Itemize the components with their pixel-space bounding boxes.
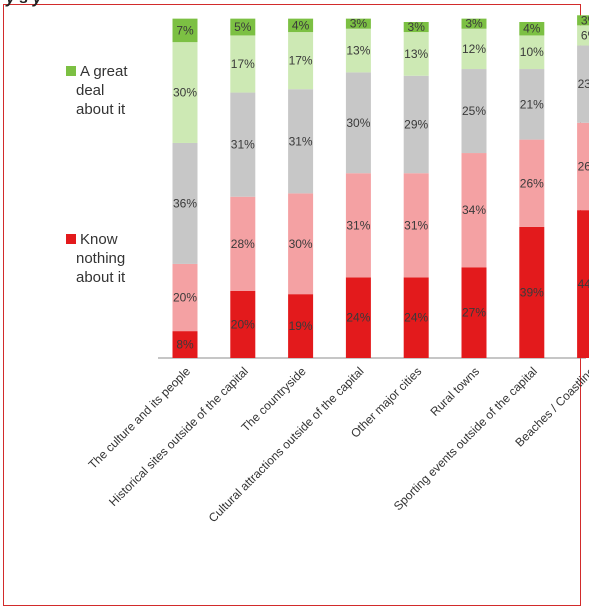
- data-label: 13%: [404, 47, 428, 61]
- data-label: 24%: [346, 311, 370, 325]
- data-label: 10%: [520, 45, 544, 59]
- x-tick-label: Rural towns: [427, 364, 482, 419]
- legend-swatch: [66, 234, 76, 244]
- bar-segment: [172, 263, 198, 332]
- bar-segment: [230, 290, 256, 358]
- legend-swatch: [66, 66, 76, 76]
- bar-segment: [172, 18, 198, 43]
- bar-segment: [577, 15, 589, 26]
- data-label: 31%: [231, 138, 255, 152]
- data-label: 30%: [346, 116, 370, 130]
- bar-segment: [230, 35, 256, 93]
- bar-segment: [461, 267, 487, 358]
- data-label: 27%: [462, 306, 486, 320]
- bar-segment: [345, 72, 371, 174]
- data-label: 31%: [289, 134, 313, 148]
- bar-segment: [461, 18, 487, 29]
- bar-segment: [288, 32, 314, 90]
- data-label: 20%: [231, 317, 255, 331]
- bar-segment: [230, 196, 256, 291]
- data-label: 5%: [234, 20, 252, 34]
- bar-segment: [172, 142, 198, 264]
- bar-segment: [577, 122, 589, 211]
- legend-label: nothing: [76, 250, 125, 267]
- bar-segment: [519, 22, 545, 36]
- bar-segment: [345, 277, 371, 358]
- chart-title-fragment: y s y: [6, 0, 42, 8]
- data-label: 36%: [173, 196, 197, 210]
- data-label: 24%: [404, 311, 428, 325]
- data-label: 13%: [346, 44, 370, 58]
- data-label: 8%: [176, 338, 194, 352]
- bar-segment: [230, 92, 256, 197]
- bar-segment: [461, 153, 487, 268]
- bar-segment: [345, 173, 371, 278]
- data-label: 3%: [408, 20, 426, 34]
- data-label: 34%: [462, 203, 486, 217]
- data-label: 6%: [581, 28, 589, 42]
- data-label: 23%: [578, 77, 589, 91]
- legend-label: Know: [80, 231, 118, 248]
- data-label: 3%: [465, 17, 483, 31]
- data-label: 4%: [523, 22, 541, 36]
- data-label: 20%: [173, 291, 197, 305]
- bar-segment: [461, 69, 487, 154]
- bar-segment: [519, 35, 545, 70]
- bar-segment: [230, 18, 256, 36]
- data-label: 26%: [578, 159, 589, 173]
- data-label: 21%: [520, 97, 544, 111]
- bar-segment: [288, 294, 314, 358]
- bar-segment: [519, 139, 545, 227]
- bar-segment: [345, 18, 371, 29]
- bar-segment: [288, 18, 314, 33]
- data-label: 19%: [289, 319, 313, 333]
- bars-group: [172, 15, 589, 358]
- data-label: 31%: [404, 218, 428, 232]
- data-label: 30%: [289, 237, 313, 251]
- legend-label: about it: [76, 269, 126, 286]
- bar-segment: [403, 173, 429, 278]
- bar-segment: [577, 45, 589, 123]
- legend-label: A great: [80, 63, 128, 80]
- bar-segment: [403, 277, 429, 358]
- bar-segment: [345, 28, 371, 73]
- data-label: 25%: [462, 104, 486, 118]
- bar-segment: [172, 331, 198, 358]
- data-label: 3%: [581, 13, 589, 27]
- data-label: 28%: [231, 237, 255, 251]
- legend-label: about it: [76, 101, 126, 118]
- data-label: 17%: [231, 57, 255, 71]
- data-label: 31%: [346, 218, 370, 232]
- bar-segment: [577, 210, 589, 358]
- legend: A great deal about it Know nothing about it: [66, 63, 128, 286]
- bar-segment: [519, 69, 545, 140]
- data-label: 3%: [350, 17, 368, 31]
- data-label: 17%: [289, 54, 313, 68]
- data-labels-group: 8% 20% 36% 30% 7% 20% 28% 31% 17% 5% 19% 30% 31% 17% 4…: [173, 13, 589, 351]
- bar-segment: [403, 32, 429, 76]
- data-label: 12%: [462, 42, 486, 56]
- bar-segment: [172, 42, 198, 143]
- bar-segment: [461, 28, 487, 70]
- data-label: 39%: [520, 285, 544, 299]
- bar-segment: [519, 226, 545, 358]
- data-label: 4%: [292, 18, 310, 32]
- data-label: 30%: [173, 86, 197, 100]
- legend-label: deal: [76, 82, 104, 99]
- data-label: 26%: [520, 176, 544, 190]
- data-label: 29%: [404, 117, 428, 131]
- x-tick-label: The culture and its people: [86, 364, 194, 472]
- data-label: 7%: [176, 23, 194, 37]
- bar-segment: [577, 25, 589, 46]
- data-label: 44%: [578, 277, 589, 291]
- bar-segment: [288, 193, 314, 295]
- bar-segment: [403, 75, 429, 174]
- bar-segment: [403, 22, 429, 33]
- bar-segment: [288, 89, 314, 194]
